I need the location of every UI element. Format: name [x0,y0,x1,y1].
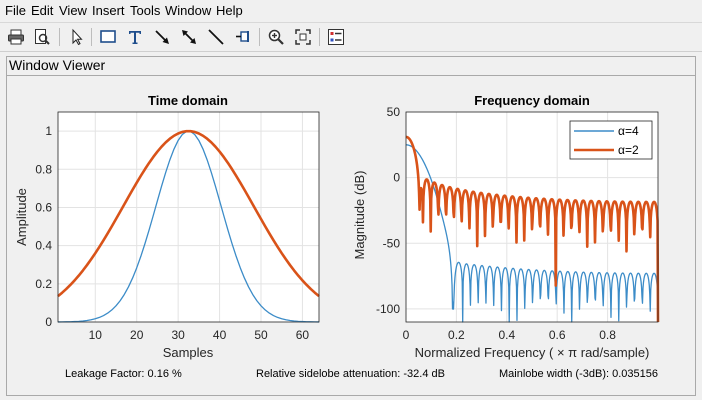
toolbar [0,22,702,52]
time-xtick-label: 20 [130,328,144,342]
time-xtick-label: 50 [254,328,268,342]
toolbar-separator [59,28,60,46]
sidelobe-attenuation-text: Relative sidelobe attenuation: -32.4 dB [256,368,445,380]
fit-button[interactable] [292,26,314,48]
time-ticks: 10 20 30 40 50 60 0 0.2 0.4 0.6 0.8 1 [35,124,309,342]
time-ytick-label: 0.8 [35,162,52,176]
panel-divider [7,75,695,76]
toolbar-separator [319,28,320,46]
pointer-button[interactable] [65,26,87,48]
freq-xtick-label: 0.4 [498,328,515,342]
time-ytick-label: 0 [45,315,52,329]
menu-view[interactable]: View [59,3,87,18]
time-ytick-label: 1 [45,124,52,138]
double-arrow-button[interactable] [178,26,200,48]
freq-xtick-label: 0 [403,328,410,342]
frequency-domain-axes[interactable]: 0 0.2 0.4 0.6 0.8 50 0 -50 -100 Frequency domain… [352,93,660,360]
leakage-factor-text: Leakage Factor: 0.16 % [65,368,182,380]
time-xtick-label: 30 [171,328,185,342]
menu-insert[interactable]: Insert [92,3,125,18]
arrow-button[interactable] [151,26,173,48]
freq-ylabel: Magnitude (dB) [352,171,367,260]
freq-ytick-label: -50 [383,236,401,250]
freq-xtick-label: 0.2 [448,328,465,342]
freq-axes-box [405,111,659,323]
time-ylabel: Amplitude [14,188,29,246]
menu-window[interactable]: Window [165,3,212,18]
text-icon [129,31,141,44]
line-button[interactable] [205,26,227,48]
pointer-icon [72,28,83,46]
time-axes-box [57,111,320,323]
fit-icon [295,29,311,45]
freq-xlabel: Normalized Frequency ( × π rad/sample) [415,345,650,360]
menu-bar: File Edit View Insert Tools Window Help [0,0,702,22]
time-ytick-label: 0.4 [35,239,52,253]
freq-ytick-label: 50 [387,105,401,119]
print-preview-icon [35,29,50,45]
zoom-in-icon [268,29,284,45]
time-axes-background [58,112,319,322]
legend-entry-alpha2: α=2 [618,143,639,157]
menu-help[interactable]: Help [216,3,243,18]
text-button[interactable] [124,26,146,48]
frequency-domain-title: Frequency domain [474,93,590,108]
legend-box [569,120,653,160]
pin-button[interactable] [232,26,254,48]
legend-button[interactable] [325,26,347,48]
time-ytick-label: 0.6 [35,200,52,214]
freq-xtick-label: 0.6 [549,328,566,342]
menu-file[interactable]: File [5,3,26,18]
zoom-in-button[interactable] [265,26,287,48]
freq-series-group [405,135,660,323]
freq-series-line-alpha2 [405,135,660,323]
freq-legend[interactable]: α=4 α=2 [569,120,653,160]
rectangle-button[interactable] [97,26,119,48]
arrow-icon [155,30,169,44]
print-icon [8,29,24,45]
time-xtick-label: 10 [89,328,103,342]
freq-ytick-label: 0 [393,171,400,185]
double-arrow-icon [182,30,196,44]
mainlobe-width-text: Mainlobe width (-3dB): 0.035156 [499,368,658,380]
menu-edit[interactable]: Edit [31,3,54,18]
rectangle-icon [100,30,116,43]
toolbar-separator [91,28,92,46]
time-series-line-alpha2 [57,129,320,298]
print-preview-button[interactable] [31,26,53,48]
time-ytick-label: 0.2 [35,277,52,291]
toolbar-separator [259,28,260,46]
line-icon [208,29,224,45]
menu-tools[interactable]: Tools [130,3,161,18]
pin-icon [236,31,249,42]
time-series-group [57,129,320,323]
time-domain-axes[interactable]: 10 20 30 40 50 60 0 0.2 0.4 0.6 0.8 1 Time domain S… [14,93,320,360]
time-xtick-label: 40 [213,328,227,342]
time-xlabel: Samples [163,345,214,360]
legend-icon [328,29,344,45]
freq-xtick-label: 0.8 [599,328,616,342]
freq-ytick-label: -100 [376,302,400,316]
freq-series-line-alpha4 [405,144,659,323]
print-button[interactable] [5,26,27,48]
time-domain-title: Time domain [148,93,228,108]
time-xtick-label: 60 [296,328,310,342]
panel-title: Window Viewer [9,57,106,73]
freq-ticks: 0 0.2 0.4 0.6 0.8 50 0 -50 -100 [376,105,616,342]
legend-entry-alpha4: α=4 [618,124,639,138]
